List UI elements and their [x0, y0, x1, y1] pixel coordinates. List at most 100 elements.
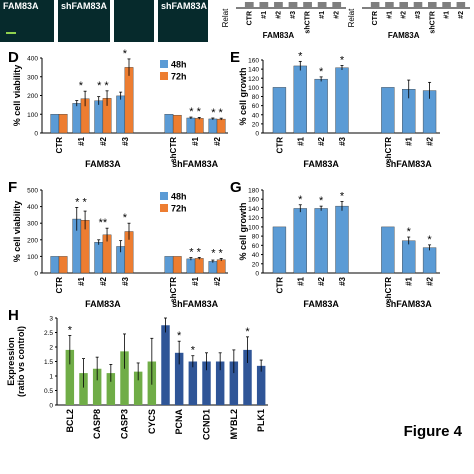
bar — [314, 208, 328, 274]
x-tick-label: #1 — [77, 276, 86, 285]
y-tick-label: 3 — [49, 316, 53, 323]
y-tick-label: 1 — [49, 374, 53, 381]
y-tick-label: 300 — [27, 221, 38, 228]
bar — [422, 247, 437, 274]
group-label: shFAM83A — [386, 299, 433, 309]
bar — [65, 349, 75, 405]
x-tick-label: CTR — [275, 277, 284, 294]
legend-swatch — [160, 192, 168, 200]
x-tick-label: shCTR — [384, 137, 393, 163]
x-tick-label: CTR — [55, 137, 64, 154]
x-tick-label: CCND1 — [202, 409, 212, 440]
bar — [314, 78, 328, 134]
significance-star: * * — [211, 247, 223, 259]
legend-label: 72h — [171, 72, 187, 82]
bar — [92, 368, 102, 405]
y-tick-label: 2.5 — [44, 330, 53, 337]
micrograph-label: FAM83A — [3, 1, 39, 11]
bar — [164, 114, 174, 134]
bar — [186, 258, 196, 274]
micrograph-label: shFAM83A — [161, 1, 208, 11]
micrograph-label: shFAM83A — [61, 1, 108, 11]
micrograph-3 — [114, 0, 154, 42]
x-tick-label: CTR — [275, 137, 284, 154]
bar — [402, 240, 416, 274]
y-tick-label: 140 — [248, 206, 259, 213]
significance-star: * — [407, 226, 412, 238]
y-tick-label: 160 — [248, 58, 259, 65]
micrograph-shfam83a: shFAM83A — [58, 0, 110, 42]
bar — [243, 349, 252, 405]
y-tick-label: 20 — [252, 121, 260, 128]
significance-star: * — [79, 80, 84, 92]
x-tick-label: #3 — [121, 136, 130, 145]
partial-bar — [385, 2, 394, 8]
significance-star: * — [298, 194, 303, 206]
y-tick-label: 500 — [27, 188, 38, 195]
partial-bar — [259, 2, 269, 8]
y-tick-label: 400 — [27, 56, 38, 63]
partial-tick-label: CTR — [246, 11, 253, 25]
x-tick-label: CTR — [55, 277, 64, 294]
partial-bar — [413, 2, 423, 8]
partial-tick-label: #3 — [290, 11, 297, 19]
x-tick-label: BCL2 — [65, 409, 75, 433]
y-axis-label: % cell growth — [238, 202, 248, 260]
y-tick-label: 160 — [248, 197, 259, 204]
x-tick-label: #2 — [213, 136, 222, 145]
partial-bar — [370, 2, 380, 8]
bar — [216, 259, 226, 274]
bar — [208, 261, 218, 274]
partial-tick-label: #2 — [334, 11, 341, 19]
y-tick-label: 200 — [27, 93, 38, 100]
group-label: FAM83A — [303, 299, 339, 309]
bar — [381, 87, 395, 134]
y-tick-label: 60 — [252, 243, 260, 250]
partial-group-label: FAM83A — [388, 31, 420, 40]
significance-star: * * — [189, 106, 201, 118]
y-tick-label: 60 — [252, 103, 260, 110]
figure-label: Figure 4 — [403, 423, 462, 440]
legend-swatch — [160, 60, 168, 68]
partial-bar — [244, 2, 254, 8]
partial-tick-label: shCTR — [429, 11, 436, 34]
significance-star: * — [319, 195, 324, 207]
partial-tick-label: shCTR — [305, 11, 312, 34]
significance-star: * — [123, 48, 128, 60]
x-tick-label: #2 — [426, 136, 435, 145]
x-tick-label: #3 — [338, 136, 347, 145]
bar — [50, 114, 60, 134]
bar — [79, 373, 88, 405]
partial-bar — [274, 2, 283, 8]
bar — [58, 114, 68, 134]
group-label: FAM83A — [85, 159, 121, 169]
bar — [208, 118, 218, 134]
x-tick-label: CYCS — [147, 409, 157, 434]
y-tick-label: 40 — [252, 252, 260, 259]
y-tick-label: 0 — [255, 131, 259, 138]
y-tick-label: 180 — [248, 188, 259, 195]
y-tick-label: 140 — [248, 67, 259, 74]
panel-letter: F — [8, 179, 17, 196]
group-label: FAM83A — [85, 299, 121, 309]
partial-bar — [303, 2, 312, 8]
bar — [216, 118, 226, 134]
micrograph-shfam83a-2: shFAM83A — [158, 0, 208, 42]
bar — [229, 361, 239, 405]
partial-bar — [332, 2, 342, 8]
bar — [116, 95, 126, 134]
significance-star: ** — [99, 217, 108, 229]
bar — [188, 361, 198, 405]
bar — [186, 117, 196, 134]
partial-tick-label: #2 — [458, 11, 465, 19]
y-tick-label: 100 — [27, 112, 38, 119]
significance-star: * — [123, 212, 128, 224]
bar — [172, 256, 182, 274]
partial-ylabel: Relat — [221, 8, 230, 27]
x-tick-label: #2 — [317, 136, 326, 145]
bar — [133, 371, 143, 405]
panel-letter: E — [230, 49, 240, 66]
x-tick-label: #1 — [296, 276, 305, 285]
legend-label: 48h — [171, 192, 187, 202]
